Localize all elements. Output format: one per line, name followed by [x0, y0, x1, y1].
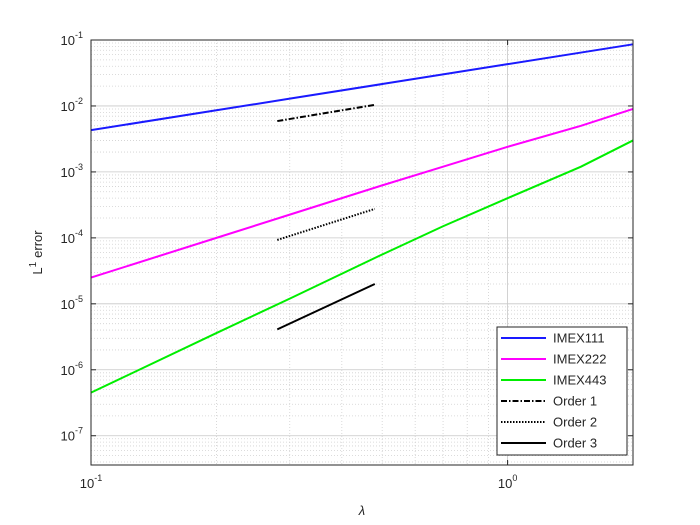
series-line	[276, 207, 376, 241]
tick-label-base: 10	[61, 363, 75, 378]
legend-label: Order 2	[553, 415, 597, 430]
tick-label-base: 10	[498, 476, 512, 491]
tick-label-base: 10	[61, 429, 75, 444]
tick-label: 10-1	[80, 473, 102, 491]
axes-box	[90, 39, 634, 466]
tick-label: 100	[498, 473, 517, 491]
series-line	[90, 108, 634, 279]
tick-label-base: 10	[61, 231, 75, 246]
series-line	[90, 139, 634, 394]
tick-label: 10-7	[61, 426, 83, 444]
y-axis-label-rest: error	[30, 230, 45, 258]
y-axis-label-sup: 1	[28, 261, 39, 267]
tick-label: 10-1	[61, 30, 83, 48]
tick-label-base: 10	[80, 476, 94, 491]
tick-label-exponent: -3	[75, 162, 83, 172]
series-line	[277, 103, 375, 123]
tick-label-base: 10	[61, 33, 75, 48]
y-axis-label: L1 error	[28, 230, 45, 275]
tick-label-exponent: -5	[75, 294, 83, 304]
legend-label: IMEX443	[553, 373, 606, 388]
tick-label-base: 10	[61, 99, 75, 114]
tick-label-exponent: -1	[75, 30, 83, 40]
tick-label: 10-2	[61, 96, 83, 114]
tick-label: 10-3	[61, 162, 83, 180]
tick-label: 10-4	[61, 228, 83, 246]
y-axis-label-main: L	[30, 267, 45, 274]
legend-label: IMEX222	[553, 352, 606, 367]
series-line	[276, 283, 376, 331]
tick-label-exponent: -6	[75, 360, 83, 370]
legend-label: IMEX111	[553, 331, 605, 346]
legend-label: Order 1	[553, 394, 597, 409]
tick-label-base: 10	[61, 297, 75, 312]
tick-label-exponent: 0	[512, 473, 517, 483]
x-axis-label: λ	[358, 503, 365, 518]
legend-box	[496, 326, 628, 456]
tick-label-exponent: -7	[75, 426, 83, 436]
tick-label-exponent: -4	[75, 228, 83, 238]
series-line	[90, 43, 634, 132]
tick-label-exponent: -1	[94, 473, 102, 483]
tick-label-exponent: -2	[75, 96, 83, 106]
tick-label: 10-6	[61, 360, 83, 378]
tick-label: 10-5	[61, 294, 83, 312]
tick-label-base: 10	[61, 165, 75, 180]
grid	[90, 39, 633, 465]
legend-label: Order 3	[553, 436, 597, 451]
